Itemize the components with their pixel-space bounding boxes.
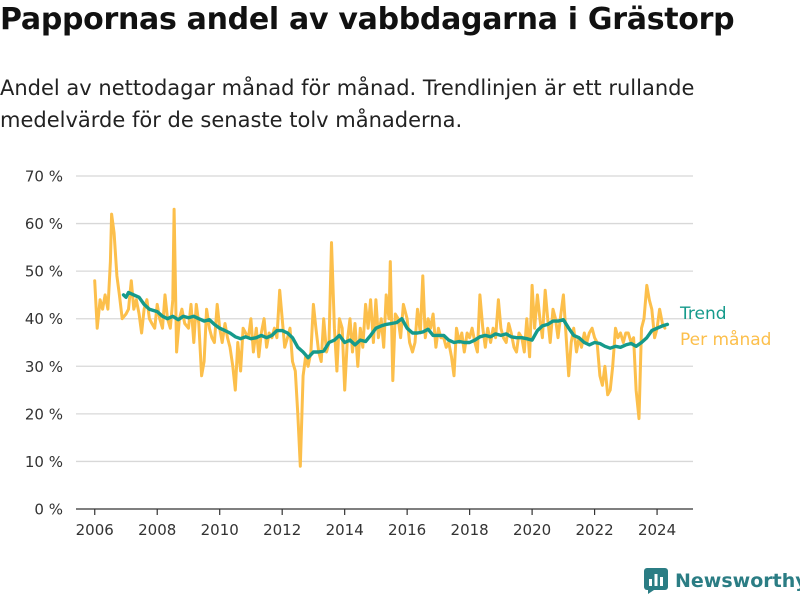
x-tick-label: 2010 [201,521,239,539]
y-tick-label: 10 % [25,453,63,471]
x-tick-label: 2016 [388,521,426,539]
x-tick-label: 2012 [263,521,301,539]
y-tick-label: 60 % [25,215,63,233]
legend-label-per-month: Per månad [680,329,771,350]
legend-label-trend: Trend [679,304,727,324]
brand-name: Newsworthy [675,570,800,592]
x-tick-label: 2022 [575,521,613,539]
brand-logo: Newsworthy [644,568,800,594]
chart-title: Pappornas andel av vabbdagarna i Grästor… [0,2,735,37]
y-tick-label: 70 % [25,168,63,186]
y-tick-label: 20 % [25,405,63,423]
y-tick-label: 40 % [25,310,63,328]
y-axis-tick-labels: 0 % 10 % 20 % 30 % 40 % 50 % 60 % 70 % [25,168,63,519]
x-tick-label: 2024 [638,521,676,539]
x-tick-label: 2006 [76,521,114,539]
newsworthy-chart-icon [644,568,668,594]
series-lines [93,207,670,468]
x-tick-label: 2020 [513,521,551,539]
chart-subtitle: Andel av nettodagar månad för månad. Tre… [0,76,695,132]
x-axis: 2006 2008 2010 2012 2014 2016 2018 2020 2022 2024 [76,508,693,539]
y-tick-label: 50 % [25,263,63,281]
x-tick-label: 2014 [326,521,364,539]
line-chart: 0 % 10 % 20 % 30 % 40 % 50 % 60 % 70 % 2006 2008… [25,168,772,540]
y-tick-label: 30 % [25,358,63,376]
y-tick-label: 0 % [34,501,63,519]
legend: Trend Per månad [679,304,771,350]
x-tick-label: 2008 [138,521,176,539]
series-line-trend [121,290,670,360]
x-tick-label: 2018 [451,521,489,539]
